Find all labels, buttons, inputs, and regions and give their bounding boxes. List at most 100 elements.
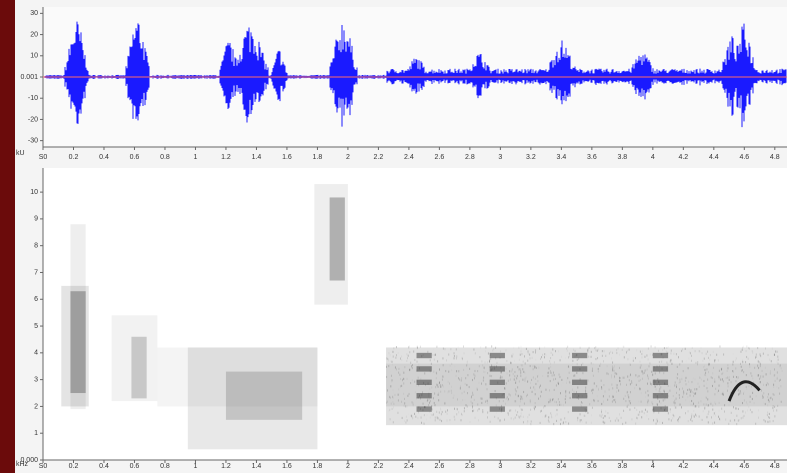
energy-patch — [619, 383, 621, 386]
energy-patch — [500, 410, 502, 413]
energy-patch — [655, 422, 657, 425]
energy-patch — [578, 357, 580, 360]
energy-patch — [644, 384, 645, 386]
energy-patch — [752, 391, 754, 394]
x-tick-label: 3 — [498, 463, 502, 470]
energy-patch — [560, 392, 561, 395]
energy-patch — [567, 411, 569, 414]
energy-patch — [714, 360, 716, 363]
energy-patch — [428, 392, 430, 395]
energy-patch — [762, 383, 764, 386]
energy-patch — [648, 377, 650, 381]
energy-patch — [678, 381, 680, 385]
energy-patch — [580, 401, 582, 404]
energy-patch — [395, 368, 397, 371]
energy-patch — [513, 347, 514, 349]
energy-patch — [737, 377, 738, 379]
energy-patch — [411, 401, 413, 404]
energy-patch — [549, 370, 551, 373]
energy-patch — [522, 378, 524, 381]
energy-patch — [400, 377, 402, 381]
energy-patch — [670, 419, 672, 422]
energy-patch — [401, 400, 403, 403]
energy-patch — [490, 369, 491, 372]
energy-patch — [662, 399, 664, 402]
energy-patch — [616, 386, 618, 390]
energy-patch — [670, 358, 672, 362]
energy-patch — [494, 415, 496, 418]
energy-patch — [386, 389, 388, 392]
energy-patch — [763, 419, 765, 422]
energy-patch — [574, 355, 575, 357]
energy-patch — [603, 360, 604, 363]
energy-patch — [732, 363, 734, 366]
energy-patch — [755, 395, 757, 398]
energy-patch — [759, 381, 761, 384]
energy-patch — [681, 360, 683, 363]
energy-patch — [558, 412, 559, 414]
energy-patch — [629, 375, 631, 378]
energy-patch — [431, 413, 433, 417]
energy-patch — [423, 422, 425, 425]
energy-patch — [654, 385, 656, 388]
energy-patch — [553, 361, 555, 364]
energy-patch — [682, 393, 684, 396]
energy-patch — [581, 363, 582, 367]
energy-patch — [652, 353, 654, 356]
energy-patch — [563, 421, 564, 424]
energy-patch — [485, 350, 486, 352]
energy-patch — [605, 393, 606, 395]
energy-patch — [514, 375, 516, 378]
energy-patch — [501, 408, 503, 411]
energy-patch — [591, 367, 593, 370]
energy-patch — [638, 379, 640, 382]
energy-patch — [508, 393, 510, 396]
energy-patch — [679, 363, 681, 366]
energy-patch — [691, 354, 693, 357]
energy-patch — [425, 383, 426, 387]
energy-patch — [635, 357, 636, 360]
energy-patch — [722, 393, 724, 397]
energy-patch — [550, 365, 552, 368]
energy-patch — [675, 384, 677, 387]
energy-patch — [457, 398, 458, 401]
energy-patch — [524, 379, 526, 382]
energy-patch — [329, 197, 345, 281]
energy-patch — [691, 346, 693, 350]
energy-patch — [608, 388, 610, 391]
energy-patch — [446, 412, 448, 415]
energy-patch — [668, 395, 670, 398]
energy-patch — [520, 412, 522, 415]
energy-patch — [568, 352, 570, 355]
energy-patch — [641, 356, 643, 359]
energy-patch — [388, 352, 390, 355]
energy-patch — [534, 408, 535, 411]
energy-patch — [500, 375, 502, 378]
energy-patch — [568, 365, 570, 369]
energy-patch — [486, 388, 488, 391]
energy-patch — [624, 346, 625, 348]
energy-patch — [453, 394, 454, 396]
energy-patch — [572, 363, 573, 365]
energy-patch — [553, 388, 555, 392]
energy-patch — [760, 362, 761, 365]
energy-patch — [631, 381, 633, 384]
energy-patch — [640, 379, 641, 382]
energy-patch — [394, 393, 396, 396]
energy-patch — [743, 399, 744, 401]
energy-patch — [449, 405, 450, 407]
energy-patch — [314, 184, 348, 305]
energy-patch — [610, 419, 612, 423]
energy-patch — [612, 368, 614, 371]
energy-patch — [695, 405, 697, 408]
energy-patch — [607, 372, 609, 376]
energy-patch — [476, 387, 478, 390]
energy-patch — [429, 401, 430, 404]
energy-patch — [695, 414, 697, 417]
energy-patch — [673, 415, 675, 418]
energy-patch — [535, 359, 536, 361]
energy-patch — [629, 391, 631, 394]
energy-patch — [752, 377, 754, 380]
energy-patch — [676, 377, 678, 380]
energy-patch — [401, 359, 403, 362]
